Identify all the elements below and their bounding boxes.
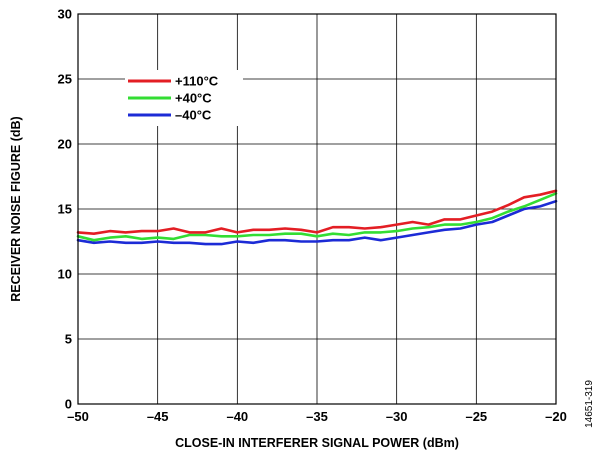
legend-entry-label: +40°C <box>175 91 212 106</box>
x-tick-label: –45 <box>147 409 169 424</box>
series-line-2 <box>76 199 558 246</box>
y-axis-label: RECEIVER NOISE FIGURE (dB) <box>9 116 23 301</box>
plot-frame <box>77 13 557 405</box>
x-tick-label: –20 <box>545 409 567 424</box>
y-tick-label: 5 <box>65 332 72 347</box>
x-tick-label: –35 <box>306 409 328 424</box>
legend: +110°C +40°C –40°C <box>125 70 243 126</box>
x-tick-label: –30 <box>386 409 408 424</box>
y-tick-label: 10 <box>58 267 72 282</box>
y-tick-label: 20 <box>58 137 72 152</box>
series-lines <box>76 189 558 246</box>
y-tick-label: 0 <box>65 397 72 412</box>
series-line-0 <box>76 189 558 235</box>
x-axis-label: CLOSE-IN INTERFERER SIGNAL POWER (dBm) <box>175 436 459 450</box>
legend-entry-label: –40°C <box>175 108 212 123</box>
x-tick-label: –40 <box>226 409 248 424</box>
figure-id: 14651-319 <box>584 380 595 428</box>
y-tick-label: 30 <box>58 7 72 22</box>
y-tick-label: 15 <box>58 202 72 217</box>
x-tick-label: –50 <box>67 409 89 424</box>
x-tick-labels: –50 –45 –40 –35 –30 –25 –20 <box>67 409 567 424</box>
series-line-1 <box>76 192 558 242</box>
x-tick-label: –25 <box>465 409 487 424</box>
legend-entry-label: +110°C <box>175 74 219 89</box>
y-tick-label: 25 <box>58 72 72 87</box>
y-tick-labels: 0 5 10 15 20 25 30 <box>58 7 72 412</box>
